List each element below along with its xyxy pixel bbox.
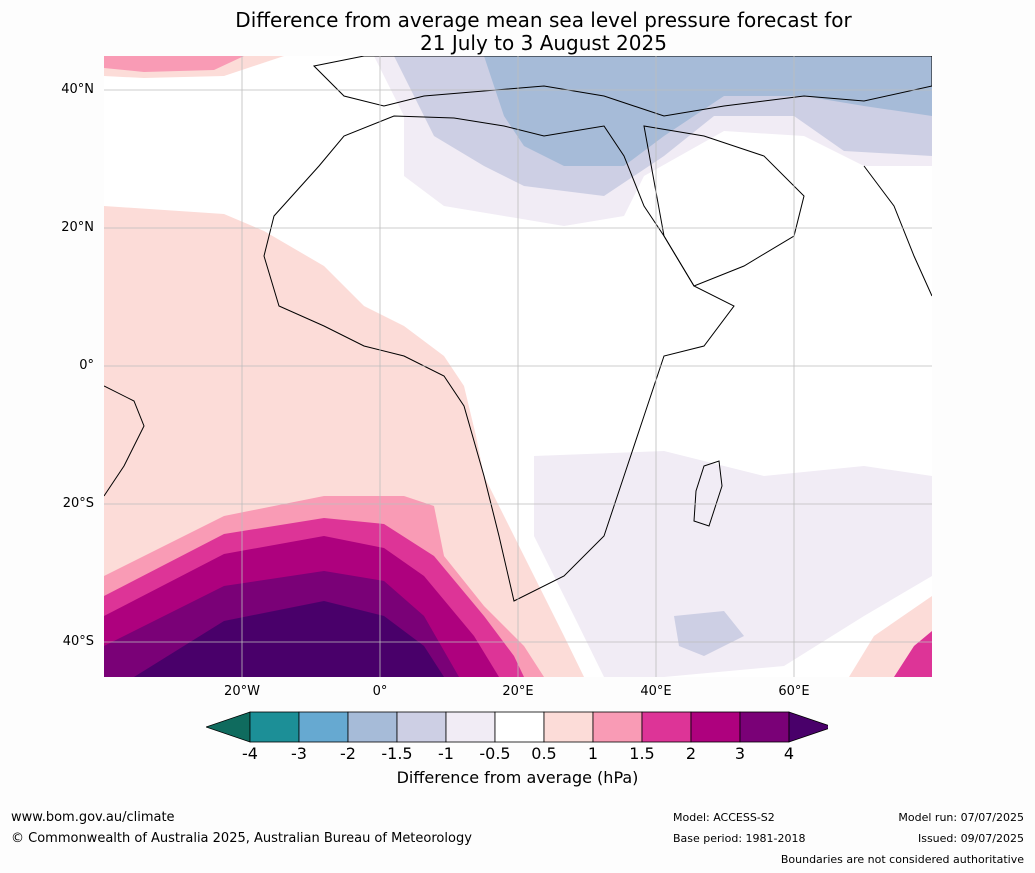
lon-label-20w: 20°W <box>224 684 260 699</box>
graticule <box>104 56 932 677</box>
footer-model: Model: ACCESS-S2 <box>673 811 775 824</box>
colorbar-tick-label: 1.5 <box>629 744 655 763</box>
footer-copyright: © Commonwealth of Australia 2025, Austra… <box>11 831 472 846</box>
colorbar-tick-label: 1 <box>587 744 599 763</box>
colorbar-label: Difference from average (hPa) <box>396 768 639 787</box>
colorbar-segment <box>347 711 398 743</box>
europe-coastline <box>312 56 932 117</box>
colorbar-segment <box>641 711 692 743</box>
colorbar-segment <box>543 711 594 743</box>
colorbar-segment <box>690 711 741 743</box>
madagascar-outline <box>693 460 723 527</box>
colorbar-tick-label: -2 <box>340 744 356 763</box>
colorbar <box>206 711 828 743</box>
colorbar-arrow-min <box>206 711 251 743</box>
colorbar-tick-label: -1 <box>438 744 454 763</box>
lat-label-40n: 40°N <box>61 82 94 97</box>
anomaly-fill-positive-north-1p5 <box>104 56 244 72</box>
footer-issued: Issued: 09/07/2025 <box>917 832 1024 845</box>
anomaly-fill-above-4 <box>134 601 444 677</box>
colorbar-tick-label: 0.5 <box>531 744 557 763</box>
footer-disclaimer: Boundaries are not considered authoritat… <box>780 853 1024 866</box>
lon-label-0: 0° <box>372 684 388 699</box>
colorbar-segment <box>445 711 496 743</box>
anomaly-fill-negative-south-1 <box>674 611 744 656</box>
colorbar-segment <box>494 711 545 743</box>
india-coastline <box>863 165 932 297</box>
lon-label-60e: 60°E <box>778 684 810 699</box>
lat-label-40s: 40°S <box>62 634 94 649</box>
colorbar-tick-label: -0.5 <box>479 744 511 763</box>
colorbar-tick-label: -4 <box>242 744 258 763</box>
footer-base-period: Base period: 1981-2018 <box>673 832 806 845</box>
africa-coastline <box>263 115 735 602</box>
colorbar-arrow-max <box>788 711 828 743</box>
colorbar-tick-label: 4 <box>783 744 795 763</box>
colorbar-segment <box>298 711 349 743</box>
colorbar-segment <box>592 711 643 743</box>
lat-label-0: 0° <box>79 358 94 373</box>
lat-label-20n: 20°N <box>61 220 94 235</box>
anomaly-fill-positive-se-2 <box>894 631 932 677</box>
anomaly-fill-negative-north-1p5 <box>484 56 932 166</box>
lon-label-40e: 40°E <box>640 684 672 699</box>
colorbar-segment <box>739 711 790 743</box>
colorbar-segment <box>249 711 300 743</box>
lon-label-20e: 20°E <box>502 684 534 699</box>
south-america-coastline <box>104 385 145 497</box>
pressure-anomaly-map <box>104 56 932 677</box>
colorbar-segment <box>396 711 447 743</box>
footer-model-run: Model run: 07/07/2025 <box>898 811 1024 824</box>
colorbar-tick-label: 2 <box>685 744 697 763</box>
colorbar-tick-label: 3 <box>734 744 746 763</box>
footer-website: www.bom.gov.au/climate <box>11 810 175 825</box>
colorbar-tick-label: -1.5 <box>381 744 413 763</box>
lat-label-20s: 20°S <box>62 496 94 511</box>
title-line-1: Difference from average mean sea level p… <box>235 8 852 32</box>
colorbar-tick-label: -3 <box>291 744 307 763</box>
map-title: Difference from average mean sea level p… <box>0 9 1035 55</box>
anomaly-fill-negative-south <box>534 451 932 677</box>
title-line-2: 21 July to 3 August 2025 <box>420 31 667 55</box>
